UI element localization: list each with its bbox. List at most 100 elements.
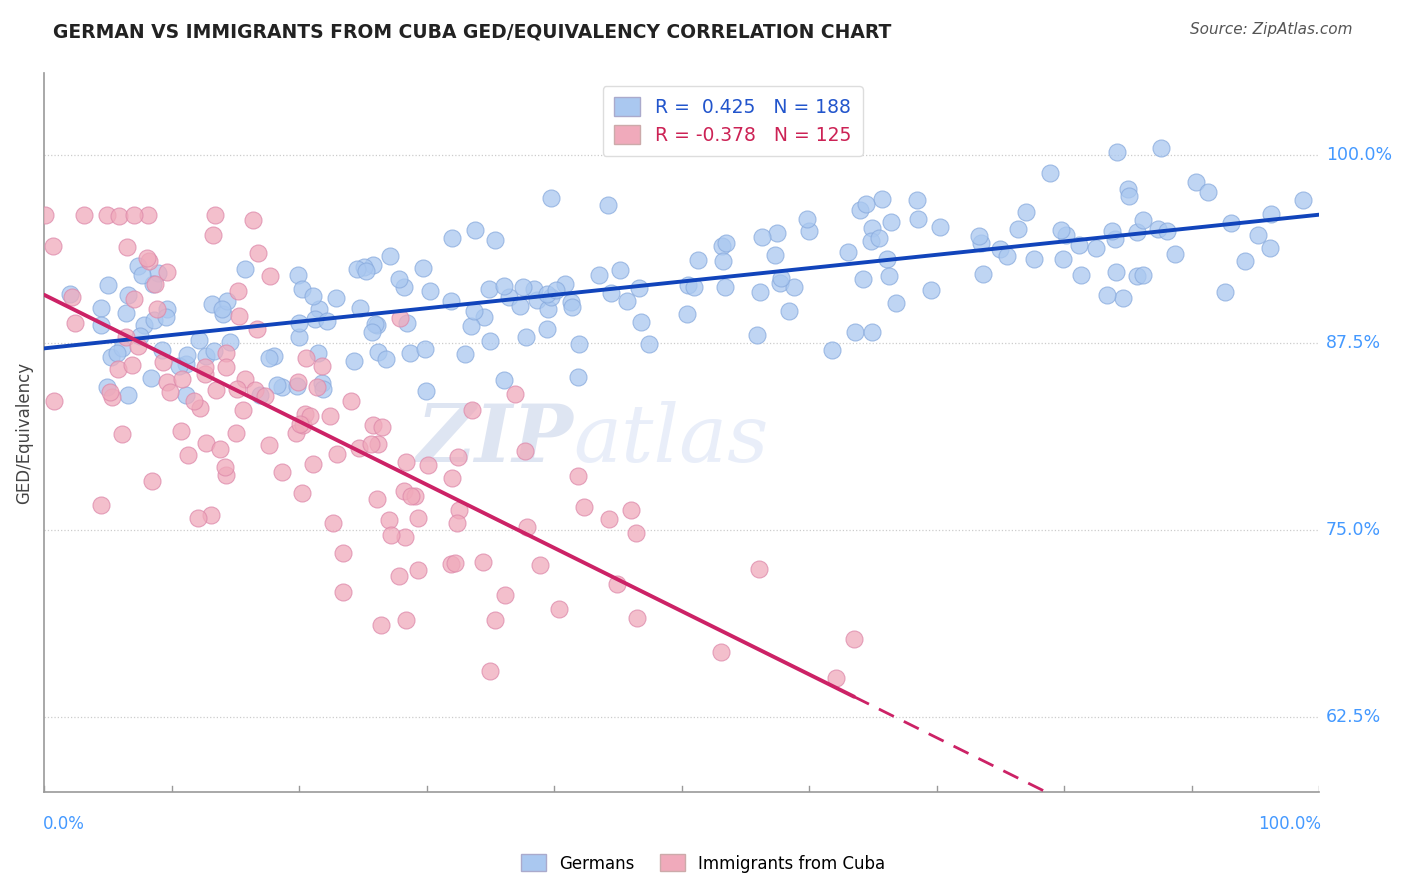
Point bbox=[572, 500, 595, 515]
Point bbox=[554, 277, 576, 291]
Point bbox=[214, 460, 236, 475]
Point bbox=[232, 402, 254, 417]
Point bbox=[90, 498, 112, 512]
Point bbox=[484, 233, 506, 247]
Point bbox=[588, 268, 610, 283]
Point bbox=[370, 618, 392, 632]
Point bbox=[855, 197, 877, 211]
Point bbox=[349, 442, 371, 456]
Y-axis label: GED/Equivalency: GED/Equivalency bbox=[15, 361, 32, 504]
Point bbox=[395, 455, 418, 469]
Point bbox=[616, 294, 638, 309]
Point bbox=[201, 227, 224, 242]
Point bbox=[412, 260, 434, 275]
Point bbox=[188, 333, 211, 347]
Point bbox=[117, 388, 139, 402]
Point bbox=[967, 228, 990, 243]
Point bbox=[472, 310, 495, 325]
Point bbox=[194, 350, 217, 364]
Point bbox=[1112, 292, 1135, 306]
Point bbox=[141, 474, 163, 488]
Point bbox=[988, 242, 1011, 256]
Text: 0.0%: 0.0% bbox=[42, 815, 84, 833]
Point bbox=[208, 442, 231, 456]
Point bbox=[472, 555, 495, 569]
Point bbox=[361, 258, 384, 272]
Point bbox=[90, 318, 112, 333]
Point bbox=[1213, 285, 1236, 299]
Point bbox=[515, 330, 537, 344]
Point bbox=[361, 325, 384, 339]
Point bbox=[285, 378, 308, 392]
Point bbox=[440, 471, 463, 485]
Point bbox=[111, 427, 134, 442]
Point bbox=[304, 311, 326, 326]
Point bbox=[710, 645, 733, 659]
Point bbox=[388, 569, 411, 583]
Point bbox=[460, 318, 482, 333]
Point bbox=[332, 584, 354, 599]
Point bbox=[880, 215, 903, 229]
Point bbox=[117, 288, 139, 302]
Point bbox=[215, 346, 238, 360]
Point bbox=[1126, 225, 1149, 239]
Point bbox=[97, 278, 120, 293]
Point bbox=[399, 346, 422, 360]
Point bbox=[619, 503, 641, 517]
Point bbox=[34, 208, 56, 222]
Point bbox=[378, 249, 401, 263]
Point bbox=[748, 561, 770, 575]
Point bbox=[253, 389, 276, 403]
Point bbox=[1219, 216, 1241, 230]
Point bbox=[98, 384, 121, 399]
Point bbox=[638, 336, 661, 351]
Point bbox=[1101, 224, 1123, 238]
Point bbox=[1039, 166, 1062, 180]
Point bbox=[769, 276, 792, 290]
Point bbox=[257, 351, 280, 365]
Point bbox=[228, 284, 250, 298]
Point bbox=[340, 394, 363, 409]
Point bbox=[1070, 268, 1092, 282]
Point bbox=[849, 202, 872, 217]
Point bbox=[394, 530, 416, 544]
Point bbox=[394, 613, 416, 627]
Point bbox=[523, 282, 546, 296]
Point bbox=[356, 264, 378, 278]
Point bbox=[257, 438, 280, 452]
Point bbox=[1105, 145, 1128, 159]
Point bbox=[287, 316, 309, 330]
Point bbox=[1234, 254, 1257, 268]
Point bbox=[860, 220, 883, 235]
Point bbox=[1067, 238, 1090, 252]
Point bbox=[416, 458, 439, 472]
Text: 100.0%: 100.0% bbox=[1326, 146, 1392, 164]
Point bbox=[770, 270, 793, 285]
Point bbox=[215, 359, 238, 374]
Point bbox=[406, 563, 429, 577]
Point bbox=[367, 436, 389, 450]
Point bbox=[797, 224, 820, 238]
Point bbox=[361, 417, 384, 432]
Point bbox=[284, 426, 307, 441]
Point bbox=[233, 261, 256, 276]
Point bbox=[415, 384, 437, 399]
Point bbox=[395, 316, 418, 330]
Point bbox=[138, 253, 160, 268]
Point bbox=[194, 367, 217, 381]
Point bbox=[1052, 252, 1074, 267]
Point bbox=[287, 330, 309, 344]
Point bbox=[440, 557, 463, 571]
Point bbox=[509, 299, 531, 313]
Point bbox=[905, 193, 928, 207]
Point bbox=[308, 346, 330, 360]
Point bbox=[1095, 287, 1118, 301]
Point bbox=[205, 383, 228, 397]
Point bbox=[484, 613, 506, 627]
Point bbox=[825, 671, 848, 685]
Text: ZIP: ZIP bbox=[416, 401, 574, 479]
Point bbox=[567, 468, 589, 483]
Point bbox=[1116, 182, 1139, 196]
Point bbox=[626, 611, 648, 625]
Point bbox=[211, 302, 233, 317]
